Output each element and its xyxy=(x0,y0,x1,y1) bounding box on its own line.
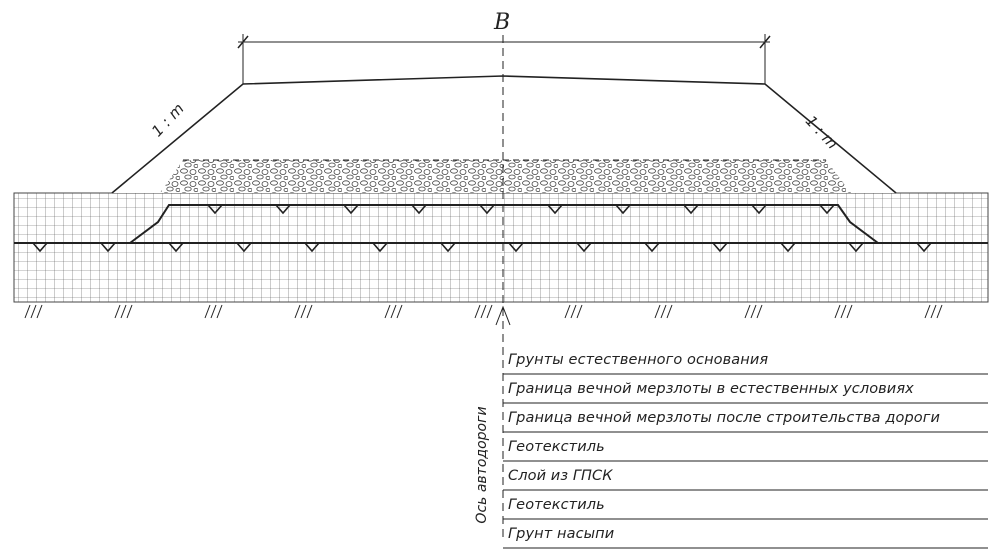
boundary-marker xyxy=(275,204,291,215)
hatch-stroke xyxy=(930,304,937,319)
width-dimension-label: B xyxy=(494,10,511,35)
marker-ticks xyxy=(32,204,932,253)
legend-item: Грунт насыпи xyxy=(508,526,615,542)
hatch-stroke xyxy=(474,304,481,319)
ground-hatch xyxy=(24,304,943,319)
boundary-marker xyxy=(644,242,660,253)
dimension-tick-left xyxy=(237,35,249,49)
boundary-marker xyxy=(848,242,864,253)
legend-leader-lines xyxy=(503,373,988,549)
hatch-stroke xyxy=(834,304,841,319)
hatch-stroke xyxy=(306,304,313,319)
hatch-stroke xyxy=(216,304,223,319)
axis-arrow xyxy=(495,305,511,326)
boundary-marker xyxy=(440,242,456,253)
hatch-stroke xyxy=(480,304,487,319)
boundary-marker xyxy=(780,242,796,253)
boundary-marker xyxy=(304,242,320,253)
boundary-marker xyxy=(479,204,495,215)
road-axis-label: Ось автодороги xyxy=(474,406,490,524)
boundary-marker xyxy=(372,242,388,253)
hatch-stroke xyxy=(204,304,211,319)
hatch-stroke xyxy=(936,304,943,319)
hatch-stroke xyxy=(300,304,307,319)
boundary-marker xyxy=(547,204,563,215)
boundary-marker xyxy=(343,204,359,215)
legend-item: Геотекстиль xyxy=(508,439,605,455)
boundary-marker xyxy=(683,204,699,215)
hatch-stroke xyxy=(666,304,673,319)
legend-item: Граница вечной мерзлоты после строительс… xyxy=(508,410,940,426)
gravel-layer xyxy=(160,160,851,193)
boundary-marker xyxy=(411,204,427,215)
hatch-stroke xyxy=(384,304,391,319)
hatch-stroke xyxy=(120,304,127,319)
hatch-stroke xyxy=(846,304,853,319)
legend-item: Слой из ГПСК xyxy=(508,468,613,484)
hatch-stroke xyxy=(30,304,37,319)
boundary-marker xyxy=(712,242,728,253)
hatch-stroke xyxy=(210,304,217,319)
boundary-marker xyxy=(32,242,48,253)
legend-item: Геотекстиль xyxy=(508,497,605,513)
hatch-stroke xyxy=(840,304,847,319)
hatch-stroke xyxy=(654,304,661,319)
hatch-stroke xyxy=(396,304,403,319)
hatch-stroke xyxy=(126,304,133,319)
dimension-tick-right xyxy=(759,35,771,49)
boundary-marker xyxy=(615,204,631,215)
hatch-stroke xyxy=(294,304,301,319)
boundary-marker xyxy=(916,242,932,253)
hatch-stroke xyxy=(576,304,583,319)
hatch-stroke xyxy=(564,304,571,319)
hatch-stroke xyxy=(390,304,397,319)
hatch-stroke xyxy=(36,304,43,319)
boundary-marker xyxy=(207,204,223,215)
hatch-stroke xyxy=(924,304,931,319)
boundary-marker xyxy=(236,242,252,253)
hatch-stroke xyxy=(486,304,493,319)
boundary-marker xyxy=(751,204,767,215)
boundary-marker xyxy=(168,242,184,253)
hatch-stroke xyxy=(750,304,757,319)
hatch-stroke xyxy=(570,304,577,319)
legend-item: Грунты естественного основания xyxy=(508,352,769,368)
hatch-stroke xyxy=(114,304,121,319)
hatch-stroke xyxy=(24,304,31,319)
hatch-stroke xyxy=(756,304,763,319)
hatch-stroke xyxy=(744,304,751,319)
boundary-marker xyxy=(508,242,524,253)
boundary-marker xyxy=(576,242,592,253)
boundary-marker xyxy=(819,204,835,215)
legend-item: Граница вечной мерзлоты в естественных у… xyxy=(508,381,914,397)
boundary-marker xyxy=(100,242,116,253)
hatch-stroke xyxy=(660,304,667,319)
